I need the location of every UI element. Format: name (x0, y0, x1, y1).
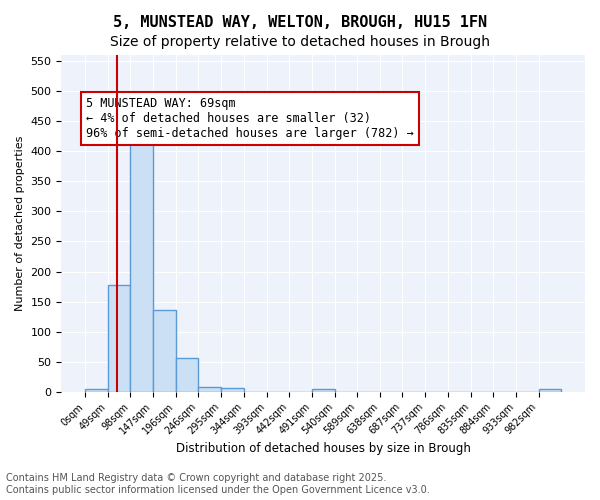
X-axis label: Distribution of detached houses by size in Brough: Distribution of detached houses by size … (176, 442, 470, 455)
Y-axis label: Number of detached properties: Number of detached properties (15, 136, 25, 311)
Bar (221, 388, 244, 392)
Bar (312, 389, 335, 392)
Text: 5 MUNSTEAD WAY: 69sqm
← 4% of detached houses are smaller (32)
96% of semi-detac: 5 MUNSTEAD WAY: 69sqm ← 4% of detached h… (86, 97, 414, 140)
Bar (108, 285, 130, 392)
Bar (539, 390, 561, 392)
Bar (176, 358, 199, 392)
Text: Size of property relative to detached houses in Brough: Size of property relative to detached ho… (110, 35, 490, 49)
Bar (199, 387, 221, 392)
Bar (130, 134, 153, 392)
Bar (153, 310, 176, 392)
Bar (85, 389, 108, 392)
Text: 5, MUNSTEAD WAY, WELTON, BROUGH, HU15 1FN: 5, MUNSTEAD WAY, WELTON, BROUGH, HU15 1F… (113, 15, 487, 30)
Text: Contains HM Land Registry data © Crown copyright and database right 2025.
Contai: Contains HM Land Registry data © Crown c… (6, 474, 430, 495)
